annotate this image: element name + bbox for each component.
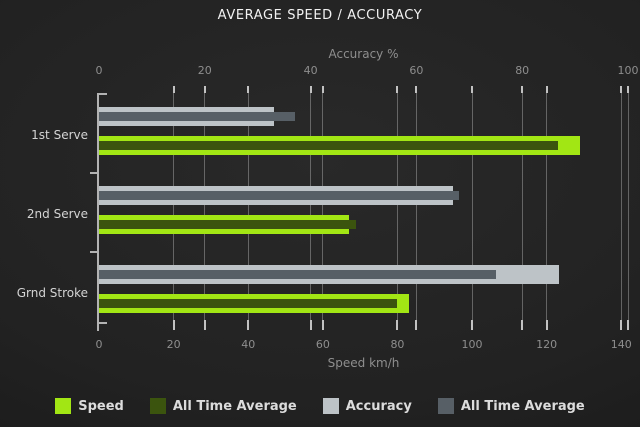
bottom-tick-label: 20 xyxy=(166,338,181,351)
bottom-axis-title: Speed km/h xyxy=(327,356,400,370)
bottom-tick-label: 140 xyxy=(610,338,632,351)
top-tick xyxy=(627,86,629,93)
legend-swatch xyxy=(437,398,454,414)
bottom-tick xyxy=(545,320,548,330)
gridline-accuracy xyxy=(521,93,523,330)
top-tick-label: 80 xyxy=(515,64,530,77)
bottom-tick-label: 60 xyxy=(315,338,330,351)
bottom-tick-label: 0 xyxy=(95,338,103,351)
top-tick-label: 60 xyxy=(409,64,424,77)
top-tick xyxy=(545,86,548,93)
gridline-speed xyxy=(247,93,249,330)
gridline-speed xyxy=(471,93,473,330)
top-tick xyxy=(203,86,206,93)
category-label: 1st Serve xyxy=(31,128,88,142)
bottom-tick xyxy=(415,320,418,330)
bar-all-time-average xyxy=(99,299,398,308)
legend-item: Speed xyxy=(55,398,124,414)
top-tick-label: 0 xyxy=(95,64,103,77)
legend-label: All Time Average xyxy=(460,398,585,414)
gridline-speed xyxy=(396,93,398,330)
bar-all-time-average xyxy=(99,112,295,121)
top-tick-label: 40 xyxy=(303,64,318,77)
bottom-tick xyxy=(203,320,206,330)
bar-all-time-average xyxy=(99,191,459,200)
bottom-tick xyxy=(309,320,312,330)
bottom-tick xyxy=(172,320,175,330)
bar-all-time-average xyxy=(99,141,558,150)
gridline-accuracy xyxy=(627,93,629,330)
legend-label: Speed xyxy=(78,398,124,414)
bottom-tick xyxy=(620,320,623,330)
top-tick xyxy=(247,86,250,93)
y-axis-foot-top xyxy=(98,93,107,95)
legend-item: All Time Average xyxy=(149,398,297,414)
category-label: Grnd Stroke xyxy=(16,286,88,300)
legend: Speed All Time Average Accuracy All Time Av… xyxy=(0,393,640,419)
top-axis-title: Accuracy % xyxy=(328,47,399,61)
gridline-speed xyxy=(546,93,548,330)
top-tick-label: 20 xyxy=(197,64,212,77)
y-axis-line xyxy=(97,93,99,331)
bar-all-time-average xyxy=(99,220,357,229)
gridline-accuracy xyxy=(204,93,206,330)
legend-swatch xyxy=(322,398,339,414)
gridline-accuracy xyxy=(310,93,312,330)
top-tick xyxy=(471,86,474,93)
bottom-tick-label: 100 xyxy=(461,338,483,351)
bottom-tick xyxy=(471,320,474,330)
legend-item: All Time Average xyxy=(437,398,585,414)
bottom-tick-label: 40 xyxy=(241,338,256,351)
chart-title: AVERAGE SPEED / ACCURACY xyxy=(217,8,423,23)
top-tick xyxy=(521,86,524,93)
bottom-tick xyxy=(247,320,250,330)
legend-swatch xyxy=(55,398,72,414)
bottom-tick xyxy=(521,320,524,330)
bottom-tick xyxy=(627,320,629,330)
top-tick xyxy=(321,86,324,93)
y-axis-foot-bottom xyxy=(98,322,107,324)
y-axis-tick xyxy=(90,172,98,174)
legend-item: Accuracy xyxy=(322,398,412,414)
bottom-tick-label: 120 xyxy=(536,338,558,351)
legend-swatch xyxy=(149,398,166,414)
y-axis-tick xyxy=(90,251,98,253)
gridline-speed xyxy=(620,93,622,330)
top-tick xyxy=(620,86,623,93)
top-tick-label: 100 xyxy=(617,64,639,77)
legend-label: Accuracy xyxy=(345,398,412,414)
legend-label: All Time Average xyxy=(172,398,297,414)
bottom-tick-label: 80 xyxy=(390,338,405,351)
top-tick xyxy=(172,86,175,93)
bottom-tick xyxy=(321,320,324,330)
gridline-speed xyxy=(322,93,324,330)
gridline-speed xyxy=(173,93,175,330)
category-label: 2nd Serve xyxy=(26,207,88,221)
gridline-accuracy xyxy=(415,93,417,330)
top-tick xyxy=(309,86,312,93)
plot-area xyxy=(99,86,629,330)
bar-all-time-average xyxy=(99,270,496,279)
bottom-tick xyxy=(396,320,399,330)
top-tick xyxy=(415,86,418,93)
top-tick xyxy=(396,86,399,93)
